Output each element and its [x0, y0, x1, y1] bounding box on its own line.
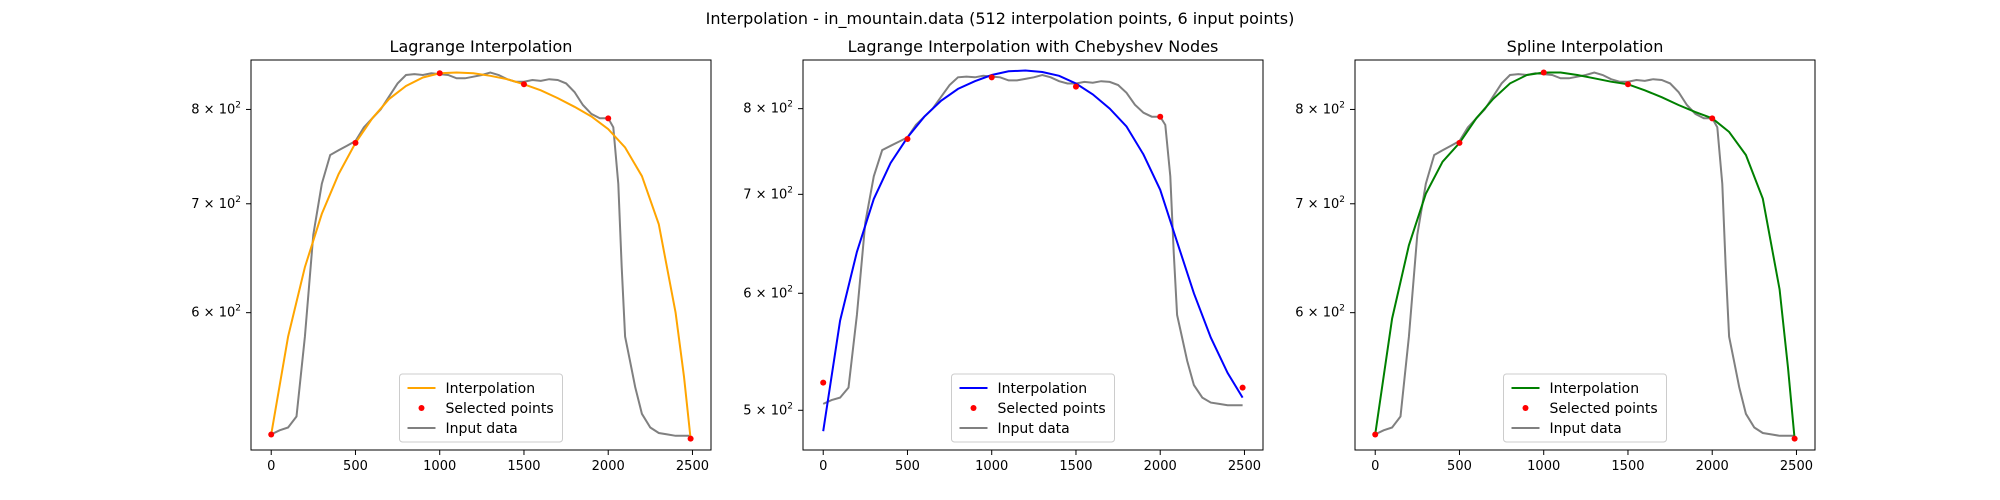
x-tick-label: 500 [343, 459, 368, 474]
legend-label: Input data [446, 421, 518, 437]
y-tick-label: 8 × 102 [1295, 100, 1345, 117]
legend-label: Interpolation [1550, 381, 1640, 397]
y-tick-label: 7 × 102 [743, 185, 793, 202]
legend-box [399, 373, 563, 443]
y-tick-label: 6 × 102 [191, 304, 241, 321]
x-tick-label: 0 [267, 459, 275, 474]
selected-point [904, 136, 911, 143]
x-tick-label: 2000 [592, 459, 625, 474]
y-tick-label: 7 × 102 [191, 195, 241, 212]
x-tick-label: 0 [819, 459, 827, 474]
selected-point [1372, 431, 1379, 438]
selected-point [268, 431, 275, 438]
plot-title: Lagrange Interpolation [390, 37, 573, 56]
x-tick-label: 1000 [1527, 459, 1560, 474]
selected-point [1624, 81, 1631, 88]
x-tick-label: 2000 [1144, 459, 1177, 474]
legend-points-swatch [1522, 405, 1529, 411]
x-tick-label: 0 [1371, 459, 1379, 474]
axes-frame [1354, 59, 1816, 451]
y-tick-label: 5 × 102 [743, 401, 793, 418]
legend-label: Selected points [446, 401, 554, 417]
legend: Interpolation Selected points Input data [399, 373, 563, 443]
y-tick-label: 8 × 102 [743, 100, 793, 117]
selected-point [1157, 113, 1164, 120]
x-tick-label: 500 [895, 459, 920, 474]
legend-label: Input data [1550, 421, 1622, 437]
legend-box [951, 373, 1115, 443]
x-tick-label: 1500 [1059, 459, 1092, 474]
y-tick-label: 6 × 102 [1295, 304, 1345, 321]
x-tick-label: 2500 [1228, 459, 1261, 474]
legend-label: Interpolation [998, 381, 1088, 397]
legend: Interpolation Selected points Input data [1503, 373, 1667, 443]
input-data-line [822, 73, 1243, 407]
legend-points-swatch [970, 405, 977, 411]
selected-point [1072, 83, 1079, 90]
subplot-1: Lagrange Interpolation 0 500 1000 1500 2000 25… [191, 37, 712, 474]
plot-title: Lagrange Interpolation with Chebyshev No… [848, 37, 1219, 56]
legend: Interpolation Selected points Input data [951, 373, 1115, 443]
x-tick-label: 2500 [1780, 459, 1813, 474]
axes-frame [250, 59, 712, 451]
selected-point [820, 379, 827, 386]
selected-point [1239, 384, 1246, 391]
legend-label: Selected points [1550, 401, 1658, 417]
y-tick-label: 6 × 102 [743, 284, 793, 301]
legend-box [1503, 373, 1667, 443]
figure-title: Interpolation - in_mountain.data (512 in… [706, 9, 1295, 29]
axes-frame [802, 59, 1264, 451]
subplots: Lagrange Interpolation 0 500 1000 1500 2000 25… [191, 37, 1816, 474]
legend-label: Input data [998, 421, 1070, 437]
legend-label: Selected points [998, 401, 1106, 417]
selected-point [436, 70, 443, 77]
input-data-line [1374, 71, 1795, 437]
y-tick-label: 7 × 102 [1295, 195, 1345, 212]
selected-point [1456, 139, 1463, 146]
x-tick-label: 2000 [1696, 459, 1729, 474]
input-data-line [270, 71, 691, 437]
selected-point [520, 81, 527, 88]
selected-point [605, 115, 612, 122]
subplot-2: Lagrange Interpolation with Chebyshev No… [743, 37, 1264, 474]
y-tick-label: 8 × 102 [191, 100, 241, 117]
x-tick-label: 2500 [676, 459, 709, 474]
legend-label: Interpolation [446, 381, 536, 397]
x-tick-label: 500 [1447, 459, 1472, 474]
x-tick-label: 1000 [975, 459, 1008, 474]
selected-point [352, 139, 359, 146]
plot-title: Spline Interpolation [1507, 37, 1664, 56]
interpolation-line [1374, 71, 1796, 439]
interpolation-line [822, 69, 1244, 432]
interpolation-line [270, 71, 692, 439]
x-tick-label: 1500 [1611, 459, 1644, 474]
subplot-3: Spline Interpolation 0 500 1000 1500 2000 2500… [1295, 37, 1816, 474]
selected-point [988, 74, 995, 81]
selected-point [687, 435, 694, 442]
selected-point [1791, 435, 1798, 442]
x-tick-label: 1000 [423, 459, 456, 474]
legend-points-swatch [418, 405, 425, 411]
selected-point [1709, 115, 1716, 122]
selected-point [1540, 69, 1547, 76]
x-tick-label: 1500 [507, 459, 540, 474]
